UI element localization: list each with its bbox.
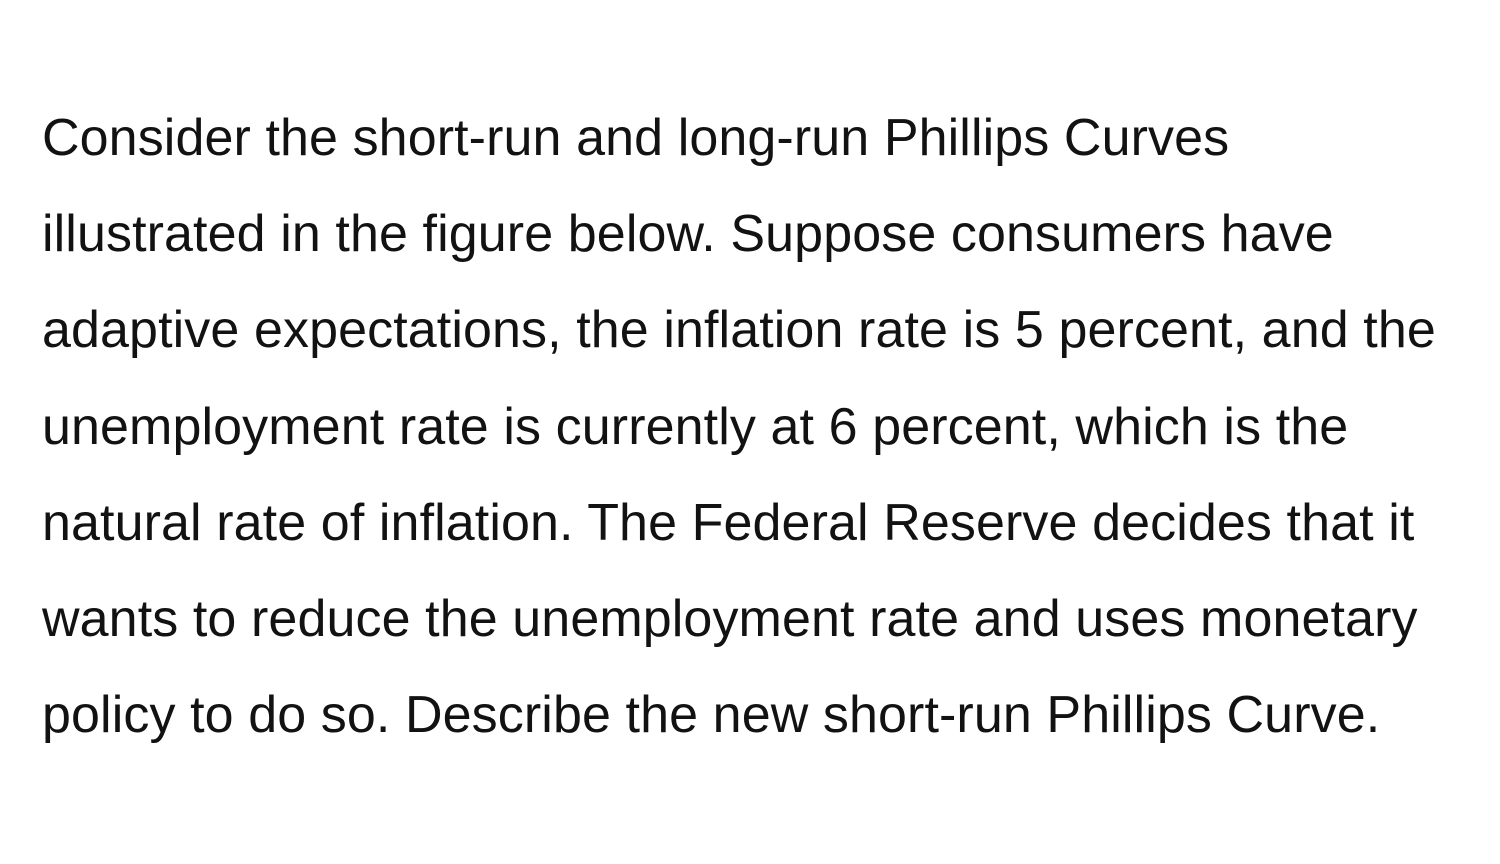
- question-paragraph: Consider the short-run and long-run Phil…: [42, 90, 1458, 763]
- document-page: Consider the short-run and long-run Phil…: [0, 0, 1500, 864]
